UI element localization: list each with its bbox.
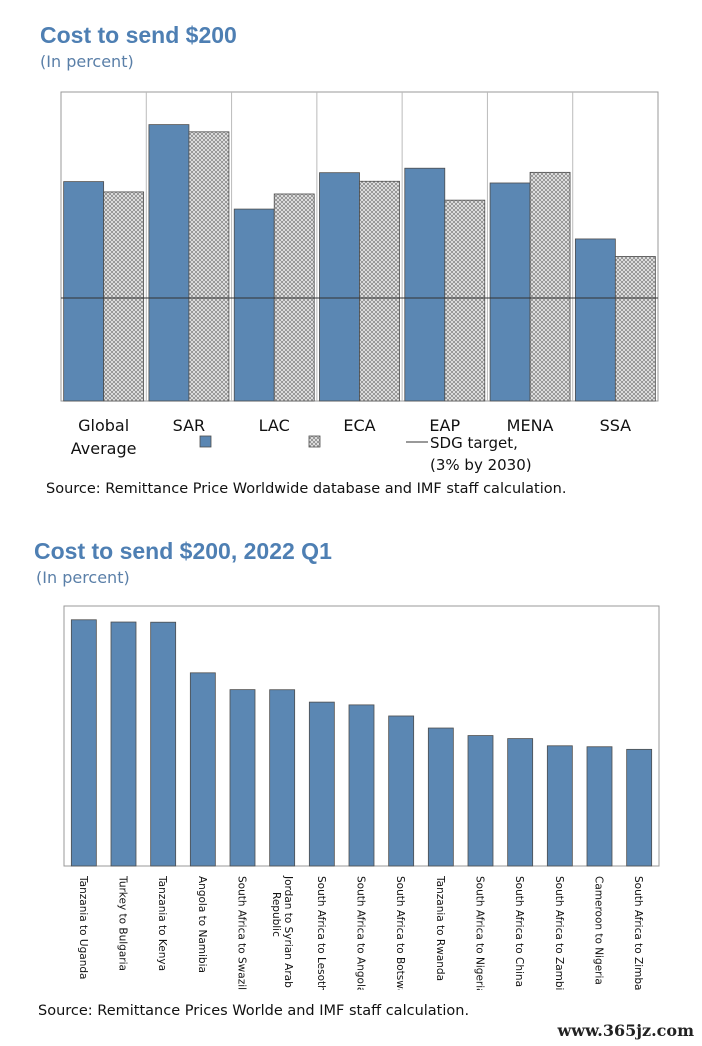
chart1-legend-swatch-q1-2022 (308, 435, 321, 448)
chart2-x-tick-label: Angola to Namibia (196, 876, 208, 973)
chart1-bar-q1-2022 (529, 171, 571, 402)
chart2-x-tick-group: South Africa to China (513, 876, 525, 987)
chart2-x-tick-label: South Africa to Swaziland (236, 876, 248, 990)
chart2-bar (229, 689, 256, 867)
chart1-bar-q1-2022 (103, 191, 145, 402)
chart2-subtitle: (In percent) (36, 568, 130, 587)
chart2-bar (189, 672, 216, 867)
chart2-x-tick-group: South Africa to Zambia (553, 876, 565, 990)
chart1-bar-q1-2022 (359, 180, 400, 402)
chart2-bar (586, 746, 613, 867)
chart2-x-tick-group: Turkey to Bulgaria (117, 875, 129, 971)
chart2-bar (348, 704, 375, 867)
chart1-bar-q1-2022 (614, 256, 656, 402)
chart2-x-tick-label: South Africa to China (513, 876, 525, 987)
chart1-bar-q1-2021 (489, 182, 531, 402)
chart1-source: Source: Remittance Price Worldwide datab… (46, 481, 567, 497)
watermark-text: www.365jz.com (557, 1021, 694, 1040)
chart2-x-tick-label: Cameroon to Nigeria (593, 876, 605, 985)
chart2-plot: Tanzania to Uganda Turkey to Bulgaria Tanz… (63, 605, 660, 990)
chart2-x-tick-group: Tanzania to Uganda (77, 875, 89, 979)
chart1-x-tick-label: ECA (343, 416, 375, 435)
chart1-bar-q1-2021 (319, 172, 360, 402)
chart1-x-tick-label: MENA (507, 416, 554, 435)
chart2-x-tick-label: South Africa to Zimbabwe (632, 876, 644, 990)
chart2-x-tick-label: South Africa to Botswana (394, 876, 406, 990)
chart2-bar (70, 619, 97, 867)
chart1-bar-q1-2021 (148, 124, 190, 402)
chart2-x-tick-label: South Africa to Zambia (553, 876, 565, 990)
chart2-x-tick-group: Tanzania to Rwanda (434, 875, 446, 981)
chart2-x-tick-group: South Africa to Lesotho (315, 876, 327, 990)
chart1-x-tick-label: Global Average (71, 416, 137, 458)
chart2-x-tick-group: South Africa to Nigeria (474, 876, 486, 990)
chart1-legend-swatch-q1-2021 (199, 435, 212, 448)
chart2-x-tick-label: Jordan to Syrian ArabRepublic (270, 875, 294, 988)
chart2-x-tick-label: South Africa to Nigeria (474, 876, 486, 990)
chart1-bar-q1-2021 (233, 208, 275, 402)
chart2-x-tick-label: Tanzania to Uganda (77, 875, 89, 979)
chart1-bar-q1-2022 (444, 199, 486, 402)
chart2-bar (269, 689, 296, 867)
chart2-bar (467, 735, 494, 867)
chart2-source: Source: Remittance Prices Worlde and IMF… (38, 1003, 470, 1019)
chart2-bar (110, 621, 137, 867)
chart2-x-tick-group: Angola to Namibia (196, 876, 208, 973)
chart1-bar-q1-2021 (63, 181, 105, 402)
chart1-bar-q1-2022 (273, 193, 315, 402)
chart2-x-tick-group: Cameroon to Nigeria (593, 876, 605, 985)
chart1-x-tick-label: LAC (259, 416, 290, 435)
chart2-bar (546, 745, 573, 867)
chart2-x-tick-label: Tanzania to Kenya (156, 875, 168, 971)
chart2-x-tick-group: Tanzania to Kenya (156, 875, 168, 971)
chart2-bar (308, 701, 335, 867)
chart2-bar (507, 738, 534, 867)
chart2-x-tick-label: South Africa to Lesotho (315, 876, 327, 990)
chart2-bar (150, 621, 177, 867)
chart2-bar (388, 715, 415, 867)
chart1-x-tick-label: SSA (600, 416, 632, 435)
chart2-x-tick-label: Tanzania to Rwanda (434, 875, 446, 981)
chart2-x-tick-group: Jordan to Syrian ArabRepublic (270, 875, 294, 988)
chart1-plot: Global Average SAR LAC ECA EAP MENA SSA SDG targ… (60, 91, 659, 474)
chart1-legend-label: SDG target, (3% by 2030) (430, 434, 532, 474)
chart1-bar-q1-2021 (404, 167, 446, 402)
chart1-bar-q1-2022 (188, 131, 230, 402)
chart2-title: Cost to send $200, 2022 Q1 (34, 538, 332, 564)
chart1-bar-q1-2021 (574, 238, 616, 402)
chart2-x-tick-group: South Africa to Swaziland (236, 876, 248, 990)
chart2-x-tick-group: South Africa to Zimbabwe (632, 876, 644, 990)
chart2-bar (626, 748, 653, 867)
chart2-x-tick-group: South Africa to Botswana (394, 876, 406, 990)
chart2-x-tick-group: South Africa to Angola (355, 876, 367, 990)
chart2-bar (427, 727, 454, 867)
chart2-x-tick-label: South Africa to Angola (355, 876, 367, 990)
chart1-subtitle: (In percent) (40, 52, 134, 71)
chart1-title: Cost to send $200 (40, 22, 237, 48)
chart1-x-tick-label: EAP (429, 416, 460, 435)
chart2-x-tick-label: Turkey to Bulgaria (117, 875, 129, 971)
chart1-x-tick-label: SAR (173, 416, 206, 435)
